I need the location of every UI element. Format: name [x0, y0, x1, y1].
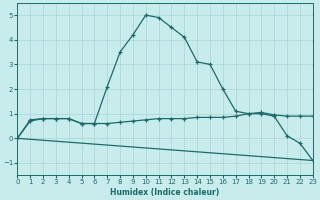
X-axis label: Humidex (Indice chaleur): Humidex (Indice chaleur)	[110, 188, 220, 197]
